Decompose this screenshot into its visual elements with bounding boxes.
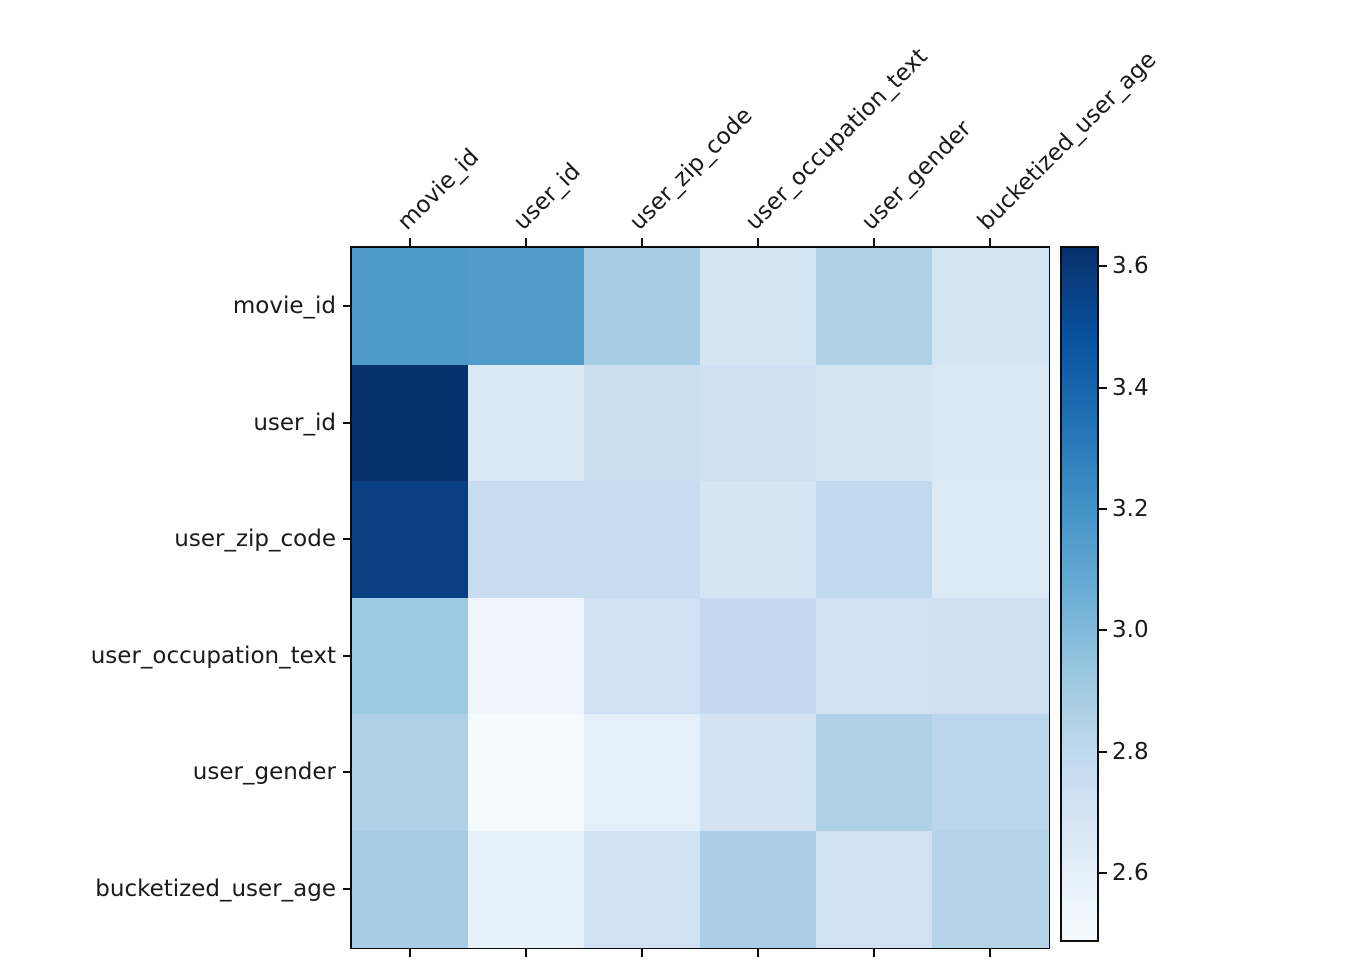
- colorbar-tick-label: 3.2: [1112, 496, 1149, 523]
- colorbar-tick-label: 3.0: [1112, 617, 1149, 644]
- x-axis-bottom-tick: [525, 949, 527, 957]
- row-label-movie_id: movie_id: [232, 293, 336, 320]
- heatmap-cell-user_id-user_occupation_text: [700, 364, 818, 483]
- x-axis-top-tick: [409, 238, 411, 246]
- x-axis-bottom-tick: [757, 949, 759, 957]
- row-label-user_zip_code: user_zip_code: [174, 526, 336, 553]
- heatmap-cell-movie_id-user_gender: [816, 248, 934, 366]
- x-axis-top-tick: [757, 238, 759, 246]
- heatmap-cell-user_gender-movie_id: [352, 714, 470, 832]
- heatmap-cell-user_occupation_text-bucketized_user_age: [932, 597, 1050, 716]
- colorbar-tick-label: 2.6: [1112, 860, 1149, 887]
- heatmap-cell-user_gender-user_occupation_text: [700, 714, 818, 832]
- heatmap-cell-user_occupation_text-user_zip_code: [584, 597, 702, 716]
- heatmap-cell-user_id-user_id: [468, 364, 586, 483]
- x-axis-bottom-tick: [989, 949, 991, 957]
- y-axis-tick: [343, 654, 351, 657]
- y-axis-tick: [343, 771, 351, 774]
- heatmap-cell-bucketized_user_age-user_occupation_text: [700, 830, 818, 949]
- heatmap-cell-user_gender-user_gender: [816, 714, 934, 832]
- y-axis-tick: [343, 305, 351, 308]
- col-label-user_id: user_id: [508, 158, 586, 236]
- row-label-user_id: user_id: [253, 409, 336, 436]
- colorbar-tick-label: 3.4: [1112, 374, 1149, 401]
- heatmap-cell-bucketized_user_age-user_id: [468, 830, 586, 949]
- x-axis-bottom-tick: [409, 949, 411, 957]
- colorbar-tick: [1099, 386, 1107, 389]
- heatmap-cell-bucketized_user_age-movie_id: [352, 830, 470, 949]
- heatmap-cell-user_zip_code-movie_id: [352, 481, 470, 599]
- heatmap-cell-user_id-movie_id: [352, 364, 470, 483]
- col-label-bucketized_user_age: bucketized_user_age: [972, 46, 1162, 236]
- heatmap-cell-bucketized_user_age-bucketized_user_age: [932, 830, 1050, 949]
- colorbar-tick-label: 3.6: [1112, 253, 1149, 280]
- heatmap-cell-movie_id-movie_id: [352, 248, 470, 366]
- heatmap-cell-user_gender-user_id: [468, 714, 586, 832]
- y-axis-tick: [343, 538, 351, 541]
- heatmap-cell-user_occupation_text-movie_id: [352, 597, 470, 716]
- heatmap-cell-user_id-bucketized_user_age: [932, 364, 1050, 483]
- heatmap-cell-user_zip_code-user_gender: [816, 481, 934, 599]
- row-label-user_gender: user_gender: [192, 759, 336, 786]
- heatmap-cell-movie_id-user_occupation_text: [700, 248, 818, 366]
- heatmap-cell-user_gender-user_zip_code: [584, 714, 702, 832]
- row-label-bucketized_user_age: bucketized_user_age: [95, 875, 336, 902]
- heatmap-plot-area: [350, 246, 1050, 949]
- heatmap-cell-user_zip_code-user_occupation_text: [700, 481, 818, 599]
- colorbar-tick: [1099, 872, 1107, 875]
- x-axis-top-tick: [989, 238, 991, 246]
- heatmap-cell-user_id-user_zip_code: [584, 364, 702, 483]
- heatmap-cell-user_id-user_gender: [816, 364, 934, 483]
- col-label-user_zip_code: user_zip_code: [624, 102, 758, 236]
- colorbar-tick: [1099, 629, 1107, 632]
- col-label-movie_id: movie_id: [392, 143, 485, 236]
- row-label-user_occupation_text: user_occupation_text: [90, 642, 336, 669]
- col-label-user_gender: user_gender: [856, 115, 977, 236]
- colorbar-tick: [1099, 508, 1107, 511]
- heatmap-cell-movie_id-user_zip_code: [584, 248, 702, 366]
- y-axis-tick: [343, 421, 351, 424]
- colorbar-tick: [1099, 265, 1107, 268]
- colorbar: [1060, 246, 1099, 942]
- heatmap-cell-user_occupation_text-user_id: [468, 597, 586, 716]
- heatmap-cell-user_zip_code-bucketized_user_age: [932, 481, 1050, 599]
- heatmap-cell-user_gender-bucketized_user_age: [932, 714, 1050, 832]
- heatmap-cell-user_occupation_text-user_occupation_text: [700, 597, 818, 716]
- heatmap-cell-bucketized_user_age-user_gender: [816, 830, 934, 949]
- heatmap-cell-bucketized_user_age-user_zip_code: [584, 830, 702, 949]
- heatmap-cell-movie_id-user_id: [468, 248, 586, 366]
- x-axis-bottom-tick: [641, 949, 643, 957]
- heatmap-cell-user_zip_code-user_zip_code: [584, 481, 702, 599]
- x-axis-top-tick: [525, 238, 527, 246]
- colorbar-tick: [1099, 750, 1107, 753]
- x-axis-bottom-tick: [873, 949, 875, 957]
- y-axis-tick: [343, 887, 351, 890]
- heatmap-cell-movie_id-bucketized_user_age: [932, 248, 1050, 366]
- x-axis-top-tick: [873, 238, 875, 246]
- x-axis-top-tick: [641, 238, 643, 246]
- heatmap-cell-user_zip_code-user_id: [468, 481, 586, 599]
- heatmap-cell-user_occupation_text-user_gender: [816, 597, 934, 716]
- colorbar-tick-label: 2.8: [1112, 738, 1149, 765]
